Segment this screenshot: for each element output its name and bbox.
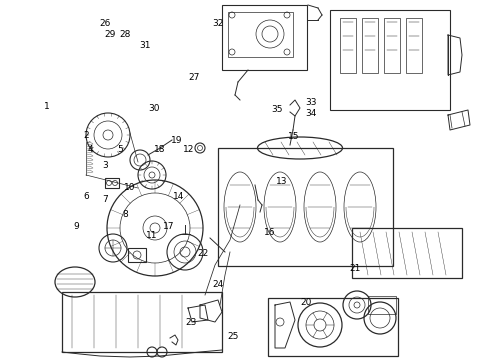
Text: 27: 27 <box>188 73 199 82</box>
Text: 19: 19 <box>171 136 182 145</box>
Text: 15: 15 <box>288 132 300 141</box>
Bar <box>330 10 450 110</box>
Text: 28: 28 <box>119 30 131 39</box>
Text: 9: 9 <box>73 222 79 231</box>
Text: 24: 24 <box>213 280 223 289</box>
Text: 29: 29 <box>104 30 116 39</box>
Text: 34: 34 <box>305 109 317 118</box>
Text: 20: 20 <box>300 298 312 307</box>
Text: 14: 14 <box>173 192 185 201</box>
Text: 5: 5 <box>117 145 123 154</box>
Text: 23: 23 <box>185 318 197 327</box>
Text: 12: 12 <box>183 145 195 154</box>
Bar <box>406 18 422 73</box>
Bar <box>384 18 400 73</box>
Text: 6: 6 <box>83 192 89 201</box>
Text: 7: 7 <box>102 195 108 204</box>
Text: 18: 18 <box>153 145 165 154</box>
Text: 11: 11 <box>146 231 158 240</box>
Text: 4: 4 <box>88 145 94 154</box>
Text: 33: 33 <box>305 98 317 107</box>
Text: 13: 13 <box>276 177 288 186</box>
Bar <box>128 248 146 262</box>
Bar <box>105 178 119 188</box>
Text: 35: 35 <box>271 105 283 114</box>
Text: 31: 31 <box>139 41 150 50</box>
Bar <box>218 148 393 266</box>
Text: 16: 16 <box>264 228 275 237</box>
Text: 22: 22 <box>198 249 209 258</box>
Text: 21: 21 <box>349 264 361 273</box>
Text: 26: 26 <box>99 19 111 28</box>
Text: 30: 30 <box>148 104 160 113</box>
Bar <box>222 5 307 70</box>
Bar <box>368 296 396 314</box>
Bar <box>362 18 378 73</box>
Text: 25: 25 <box>227 332 239 341</box>
Bar <box>268 298 398 356</box>
Text: 3: 3 <box>102 161 108 170</box>
Text: 2: 2 <box>83 131 89 140</box>
Bar <box>62 292 222 352</box>
Bar <box>340 18 356 73</box>
Bar <box>228 12 293 57</box>
Bar <box>352 228 462 278</box>
Text: 17: 17 <box>163 222 175 231</box>
Text: 8: 8 <box>122 210 128 219</box>
Text: 1: 1 <box>44 102 49 111</box>
Text: 32: 32 <box>212 19 224 28</box>
Text: 10: 10 <box>124 183 136 192</box>
